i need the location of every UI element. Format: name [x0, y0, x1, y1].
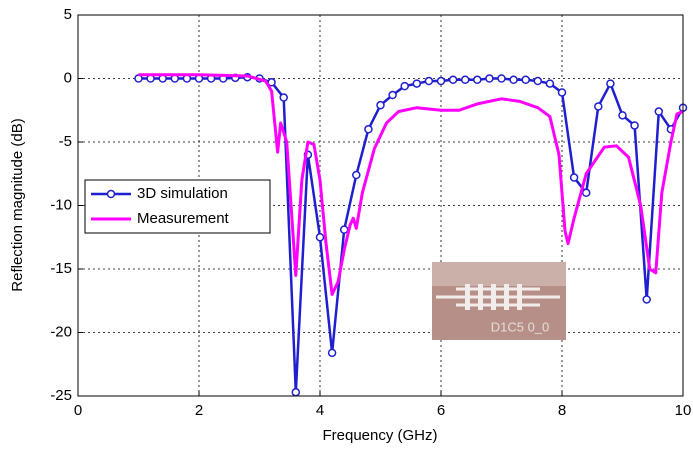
y-tick-label: 0: [64, 69, 72, 86]
legend-marker: [106, 189, 116, 199]
legend-label: 3D simulation: [137, 185, 228, 202]
data-point: [436, 76, 446, 86]
photo-substrate: [432, 262, 566, 286]
data-point: [497, 74, 506, 83]
data-point: [642, 295, 651, 304]
data-point: [448, 75, 458, 85]
x-tick-label: 0: [74, 402, 82, 419]
inset-photo: D1C5 0_0: [432, 262, 566, 340]
data-point: [376, 100, 385, 110]
photo-stub: [478, 284, 483, 310]
data-point: [618, 111, 627, 120]
data-point: [460, 75, 470, 85]
photo-stub: [465, 284, 470, 310]
x-tick-label: 10: [675, 402, 692, 419]
data-point: [606, 79, 615, 88]
data-point: [424, 76, 434, 86]
data-point: [412, 79, 422, 88]
y-tick-label: -10: [50, 196, 72, 213]
data-point: [473, 75, 482, 85]
data-point: [315, 233, 325, 242]
x-tick-label: 2: [195, 402, 203, 419]
y-axis-label: Reflection magnitude (dB): [9, 118, 26, 291]
photo-stub: [504, 284, 509, 310]
legend-label: Measurement: [137, 210, 230, 227]
data-point: [533, 76, 543, 86]
data-point: [279, 93, 288, 102]
data-point: [485, 74, 494, 83]
data-point: [545, 79, 555, 88]
data-point: [291, 387, 301, 397]
legend-box: [84, 179, 271, 234]
y-tick-label: -5: [59, 133, 72, 150]
inset-label: D1C5 0_0: [491, 319, 550, 334]
x-tick-label: 6: [437, 402, 445, 419]
data-point: [521, 75, 530, 85]
photo-stub: [517, 284, 522, 310]
data-point: [388, 90, 397, 100]
series-line: [138, 75, 685, 394]
y-tick-label: -15: [50, 260, 72, 277]
data-point: [509, 75, 518, 85]
x-axis-label: Frequency (GHz): [322, 427, 437, 444]
photo-stub: [491, 284, 496, 310]
data-point: [630, 121, 639, 130]
x-tick-label: 4: [316, 402, 324, 419]
y-tick-label: -20: [50, 323, 72, 340]
data-point: [352, 170, 361, 180]
data-point: [400, 81, 409, 91]
legend: 3D simulation Measurement: [84, 179, 271, 234]
data-point: [339, 225, 349, 234]
data-point: [654, 107, 664, 116]
data-point: [594, 102, 603, 111]
x-tick-label: 8: [558, 402, 566, 419]
data-point: [581, 188, 591, 198]
data-point: [569, 173, 579, 182]
axes-frame: [77, 14, 684, 397]
series-line: [138, 73, 684, 296]
data-point: [267, 78, 276, 87]
y-tick-label: 5: [64, 6, 72, 23]
data-point: [327, 348, 337, 358]
data-point: [557, 88, 567, 97]
y-tick-label: -25: [50, 387, 72, 404]
data-point: [364, 125, 373, 134]
